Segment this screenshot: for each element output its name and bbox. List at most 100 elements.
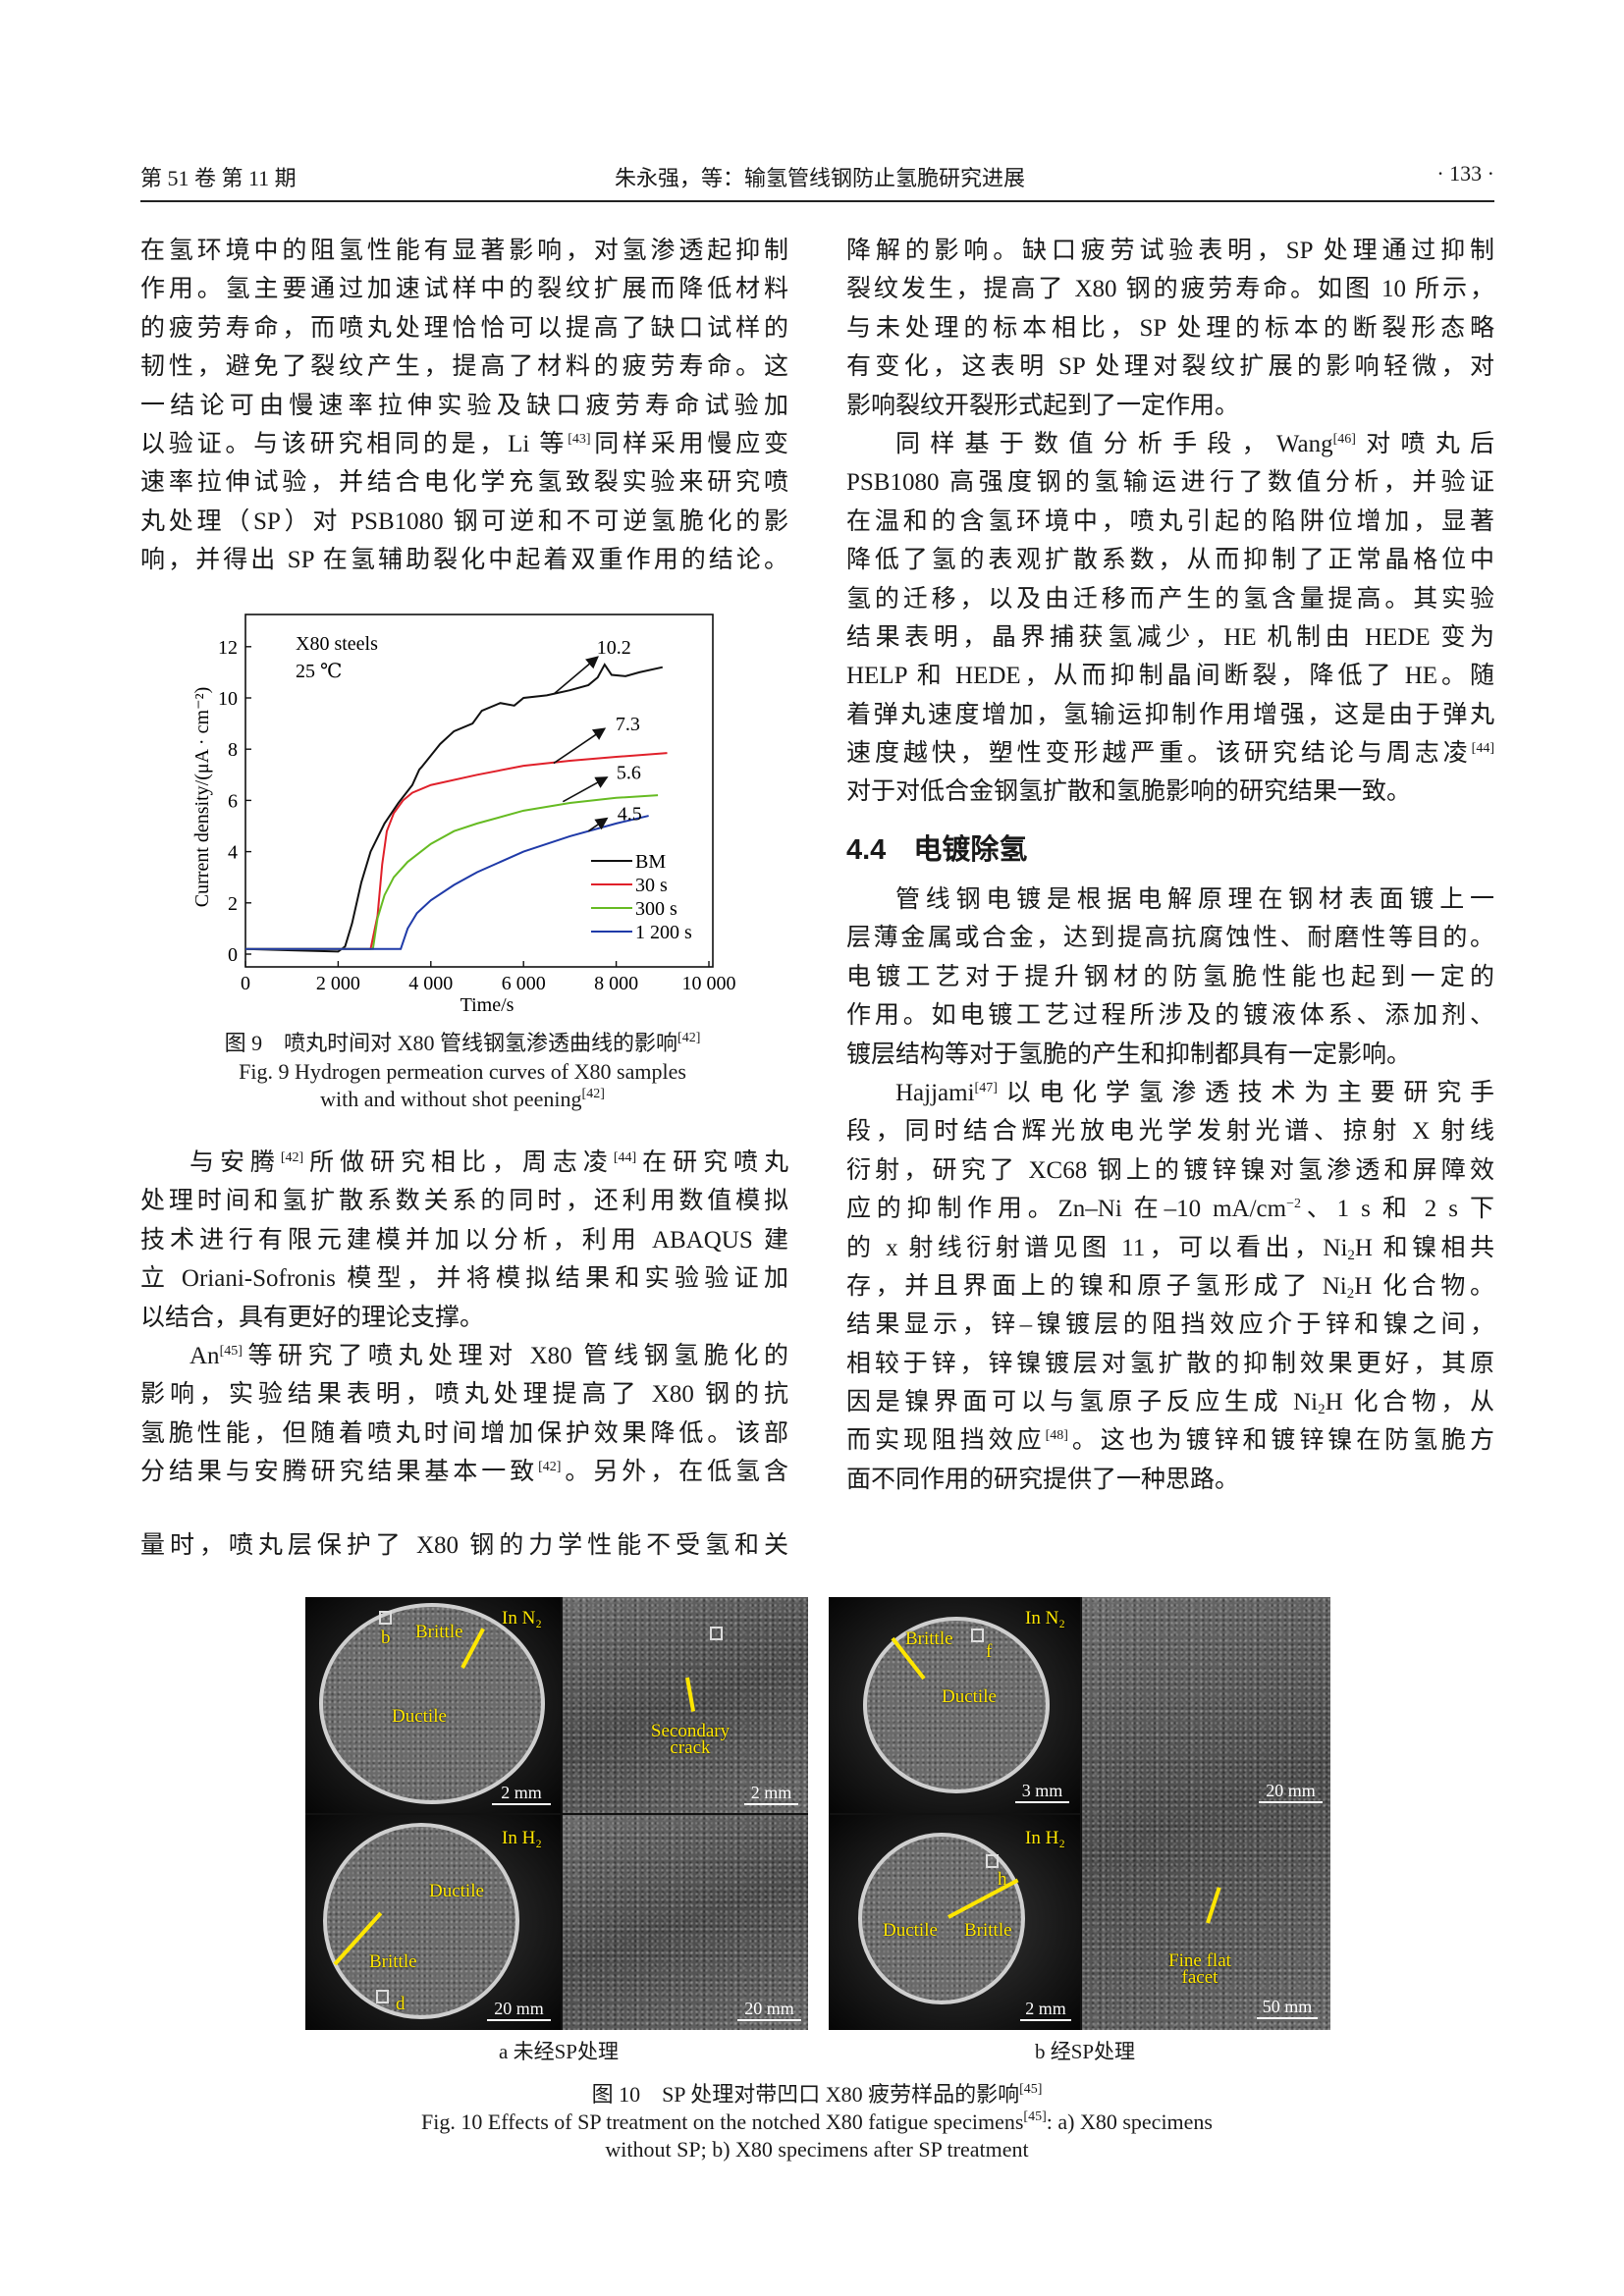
sem-image-a-h2-overview: In H₂ Ductile Brittle d 20 mm xyxy=(305,1815,561,2030)
citation-superscript: −2 xyxy=(1286,1197,1302,1212)
text-line: 响，并得出 SP 在氢辅助裂化中起着双重作用的结论。 xyxy=(140,547,788,574)
page-number: · 133 · xyxy=(1436,161,1494,186)
region-box-b xyxy=(379,1611,392,1625)
fig10-panel-b: In N₂ Brittle f Ductile 3 mm 20 mm Fine … xyxy=(829,1597,1330,2030)
fig9-caption-cn: 图 9 喷丸时间对 X80 管线钢氢渗透曲线的影响[42] xyxy=(225,1026,701,1057)
text-line: 以结合，具有更好的理论支撑。 xyxy=(140,1304,485,1331)
y-tick-label: 8 xyxy=(228,739,238,761)
y-axis-label: Current density/(μA · cm⁻²) xyxy=(191,687,213,907)
text-segment: 与安腾 xyxy=(189,1149,281,1176)
legend-label-2: 300 s xyxy=(635,898,677,920)
citation-superscript: [48] xyxy=(1045,1428,1068,1444)
chart-annotation-material: X80 steels xyxy=(296,633,378,655)
annotation-arrow xyxy=(553,656,599,695)
section-heading: 4.4 电镀除氢 xyxy=(846,827,1055,868)
text-line: 有变化，这表明 SP 处理对裂纹扩展的影响轻微，对 xyxy=(846,353,1494,381)
label-ductile: Ductile xyxy=(883,1920,938,1941)
text-line: 裂纹发生，提高了 X80 钢的疲劳寿命。如图 10 所示， xyxy=(846,276,1494,303)
y-tick-label: 6 xyxy=(228,790,238,812)
text-segment: 速度越快，塑性变形越严重。该研究结论与周志凌 xyxy=(846,740,1472,768)
label-f: f xyxy=(986,1641,993,1662)
text-segment: 等研究了喷丸处理对 X80 管线钢氢脆化的 xyxy=(242,1342,788,1369)
journal-volume-issue: 第 51 卷 第 11 期 xyxy=(140,166,297,190)
fig10-subcaption-a: a 未经SP处理 xyxy=(499,2040,619,2063)
scale-bar: 2 mm xyxy=(1020,1999,1071,2021)
section-title: 电镀除氢 xyxy=(913,834,1028,866)
text-line: 韧性，避免了裂纹产生，提高了材料的疲劳寿命。这 xyxy=(140,353,788,381)
citation-superscript: [42] xyxy=(538,1460,562,1475)
x-tick-label: 0 xyxy=(241,973,250,994)
pointer-line xyxy=(1206,1887,1221,1924)
text-line: 速率拉伸试验，并结合电化学充氢致裂实验来研究喷 xyxy=(140,469,788,497)
text-line: 量时，喷丸层保护了 X80 钢的力学性能不受氢和关 xyxy=(140,1532,788,1559)
scale-bar: 3 mm xyxy=(1015,1781,1069,1803)
text-line: 以验证。与该研究相同的是，Li 等[43]同样采用慢应变 xyxy=(140,425,788,463)
fig10-caption-en-1a: Fig. 10 Effects of SP treatment on the n… xyxy=(421,2109,1024,2134)
series-line-2 xyxy=(245,794,659,950)
citation-superscript: [45] xyxy=(219,1343,243,1359)
text-segment: H 化合物，从 xyxy=(1325,1389,1494,1416)
fig9-caption-en-1: Fig. 9 Hydrogen permeation curves of X80… xyxy=(239,1059,686,1084)
sem-image-b-detail: 20 mm Fine flat facet 50 mm xyxy=(1082,1597,1330,2030)
y-tick-label: 2 xyxy=(228,893,238,915)
text-line: 同样基于数值分析手段，Wang[46]对喷丸后 xyxy=(846,425,1494,463)
legend-label-1: 30 s xyxy=(635,875,668,896)
header-rule xyxy=(140,200,1494,202)
text-line: 与未处理的标本相比，SP 处理的标本的断裂形态略 xyxy=(846,314,1494,342)
text-line: 技术进行有限元建模并加以分析，利用 ABAQUS 建 xyxy=(140,1226,788,1254)
text-line: 氢的迁移，以及由迁移而产生的氢含量提高。其实验 xyxy=(846,585,1494,613)
label-d: d xyxy=(396,1994,406,2014)
label-fine-flat-facet: Fine flat facet xyxy=(1168,1950,1231,1989)
text-line: 作用。氢主要通过加速试样中的裂纹扩展而降低材料 xyxy=(140,276,788,303)
region-box-d xyxy=(376,1990,389,2003)
citation-superscript: [44] xyxy=(1471,741,1494,757)
text-line: 段，同时结合辉光放电光学发射光谱、掠射 X 射线 xyxy=(846,1118,1494,1146)
scale-bar: 2 mm xyxy=(492,1783,551,1805)
sem-image-a-n2-detail: Secondary crack 2 mm xyxy=(563,1597,808,1813)
text-segment: An xyxy=(189,1342,220,1369)
text-line: An[45]等研究了喷丸处理对 X80 管线钢氢脆化的 xyxy=(140,1337,788,1375)
sem-image-b-n2-overview: In N₂ Brittle f Ductile 3 mm xyxy=(829,1597,1080,1813)
text-line: 降解的影响。缺口疲劳试验表明，SP 处理通过抑制 xyxy=(846,238,1494,264)
region-box-f xyxy=(971,1629,984,1642)
body-text-left-top: 在氢环境中的阻氢性能有显著影响，对氢渗透起抑制 作用。氢主要通过加速试样中的裂纹扩… xyxy=(140,232,788,580)
text-line: 因是镍界面可以与氢原子反应生成 Ni2H 化合物，从 xyxy=(846,1383,1494,1421)
series-line-3 xyxy=(245,815,649,950)
text-line: 处理时间和氢扩散系数关系的同时，还利用数值模拟 xyxy=(140,1188,788,1215)
label-ductile: Ductile xyxy=(942,1686,997,1707)
text-segment: 。这也为镀锌和镀锌镍在防氢脆方 xyxy=(1067,1427,1494,1455)
text-segment: 的 x 射线衍射谱见图 11，可以看出，Ni xyxy=(846,1234,1348,1261)
subscript: 2 xyxy=(1346,1285,1355,1302)
label-brittle: Brittle xyxy=(964,1920,1012,1941)
text-segment: 分结果与安腾研究结果基本一致 xyxy=(140,1459,539,1486)
text-segment: 对喷丸后 xyxy=(1355,430,1494,457)
text-line: 分结果与安腾研究结果基本一致[42]。另外，在低氢含 xyxy=(140,1453,788,1491)
text-segment: Hajjami xyxy=(895,1079,975,1106)
text-line: 的疲劳寿命，而喷丸处理恰恰可以提高了缺口试样的 xyxy=(140,314,788,342)
fig10-caption-en-1b: : a) X80 specimens xyxy=(1046,2109,1213,2134)
chart-annotation-temperature: 25 ℃ xyxy=(296,661,342,682)
fig10-caption-cn-text: 图 10 SP 处理对带凹口 X80 疲劳样品的影响 xyxy=(591,2082,1020,2107)
annotation-label: 4.5 xyxy=(618,803,642,825)
citation-superscript: [43] xyxy=(568,431,591,447)
text-line: 影响，实验结果表明，喷丸处理提高了 X80 钢的抗 xyxy=(140,1381,788,1409)
text-line: Hajjami[47]以电化学氢渗透技术为主要研究手 xyxy=(846,1074,1494,1112)
text-segment: 、1 s 和 2 s 下 xyxy=(1301,1196,1494,1223)
text-line: 丸处理（SP）对 PSB1080 钢可逆和不可逆氢脆化的影 xyxy=(140,507,788,535)
plot-frame xyxy=(244,614,714,968)
sem-image-a-h2-detail: 20 mm xyxy=(563,1815,808,2030)
citation-superscript: [42] xyxy=(280,1150,304,1165)
text-line: 作用。如电镀工艺过程所涉及的镀液体系、添加剂、 xyxy=(846,1002,1494,1030)
text-line: 影响裂纹开裂形式起到了一定作用。 xyxy=(846,392,1240,419)
annotation-label: 7.3 xyxy=(616,714,640,735)
label-h: h xyxy=(998,1869,1007,1890)
text-segment: 。另外，在低氢含 xyxy=(561,1459,788,1486)
running-title: 朱永强，等：输氢管线钢防止氢脆研究进展 xyxy=(614,166,1026,190)
text-line: 降低了氢的表观扩散系数，从而抑制了正常晶格位中 xyxy=(846,547,1494,574)
scale-bar: 50 mm xyxy=(1257,1997,1318,2019)
sem-image-a-n2-overview: In N₂ b Brittle Ductile 2 mm xyxy=(305,1597,561,1813)
text-line: 氢脆性能，但随着喷丸时间增加保护效果降低。该部 xyxy=(140,1419,788,1447)
text-line: 层薄金属或合金，达到提高抗腐蚀性、耐磨性等目的。 xyxy=(846,925,1494,952)
pointer-line xyxy=(685,1677,696,1712)
fig10-caption-en-1: Fig. 10 Effects of SP treatment on the n… xyxy=(421,2109,1213,2135)
